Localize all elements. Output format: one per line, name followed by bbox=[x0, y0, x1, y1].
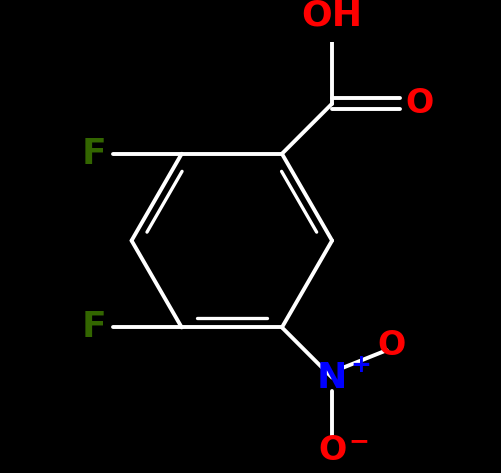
Text: O: O bbox=[318, 434, 346, 467]
Text: −: − bbox=[349, 429, 369, 453]
Text: F: F bbox=[81, 310, 106, 344]
Text: OH: OH bbox=[302, 0, 363, 33]
Text: F: F bbox=[81, 137, 106, 171]
Text: +: + bbox=[350, 353, 371, 377]
Text: O: O bbox=[377, 329, 405, 362]
Text: N: N bbox=[317, 360, 347, 394]
Text: O: O bbox=[405, 87, 433, 120]
